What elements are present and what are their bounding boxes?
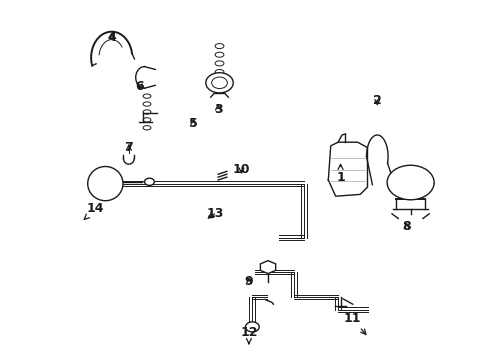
Circle shape [387, 165, 434, 200]
Circle shape [206, 73, 233, 93]
Text: 11: 11 [344, 312, 366, 334]
Text: 6: 6 [135, 80, 144, 93]
Text: 12: 12 [240, 327, 258, 344]
Text: 2: 2 [373, 94, 382, 107]
Text: 4: 4 [107, 31, 116, 44]
Text: 13: 13 [207, 207, 224, 220]
Text: 8: 8 [402, 220, 411, 233]
Circle shape [245, 322, 259, 332]
Ellipse shape [88, 166, 123, 201]
Circle shape [145, 178, 154, 185]
Text: 10: 10 [233, 163, 250, 176]
Text: 14: 14 [84, 202, 104, 220]
Text: 3: 3 [214, 103, 222, 116]
Text: 1: 1 [336, 165, 345, 184]
Text: 7: 7 [124, 141, 133, 154]
Text: 9: 9 [245, 275, 253, 288]
Text: 5: 5 [189, 117, 198, 130]
